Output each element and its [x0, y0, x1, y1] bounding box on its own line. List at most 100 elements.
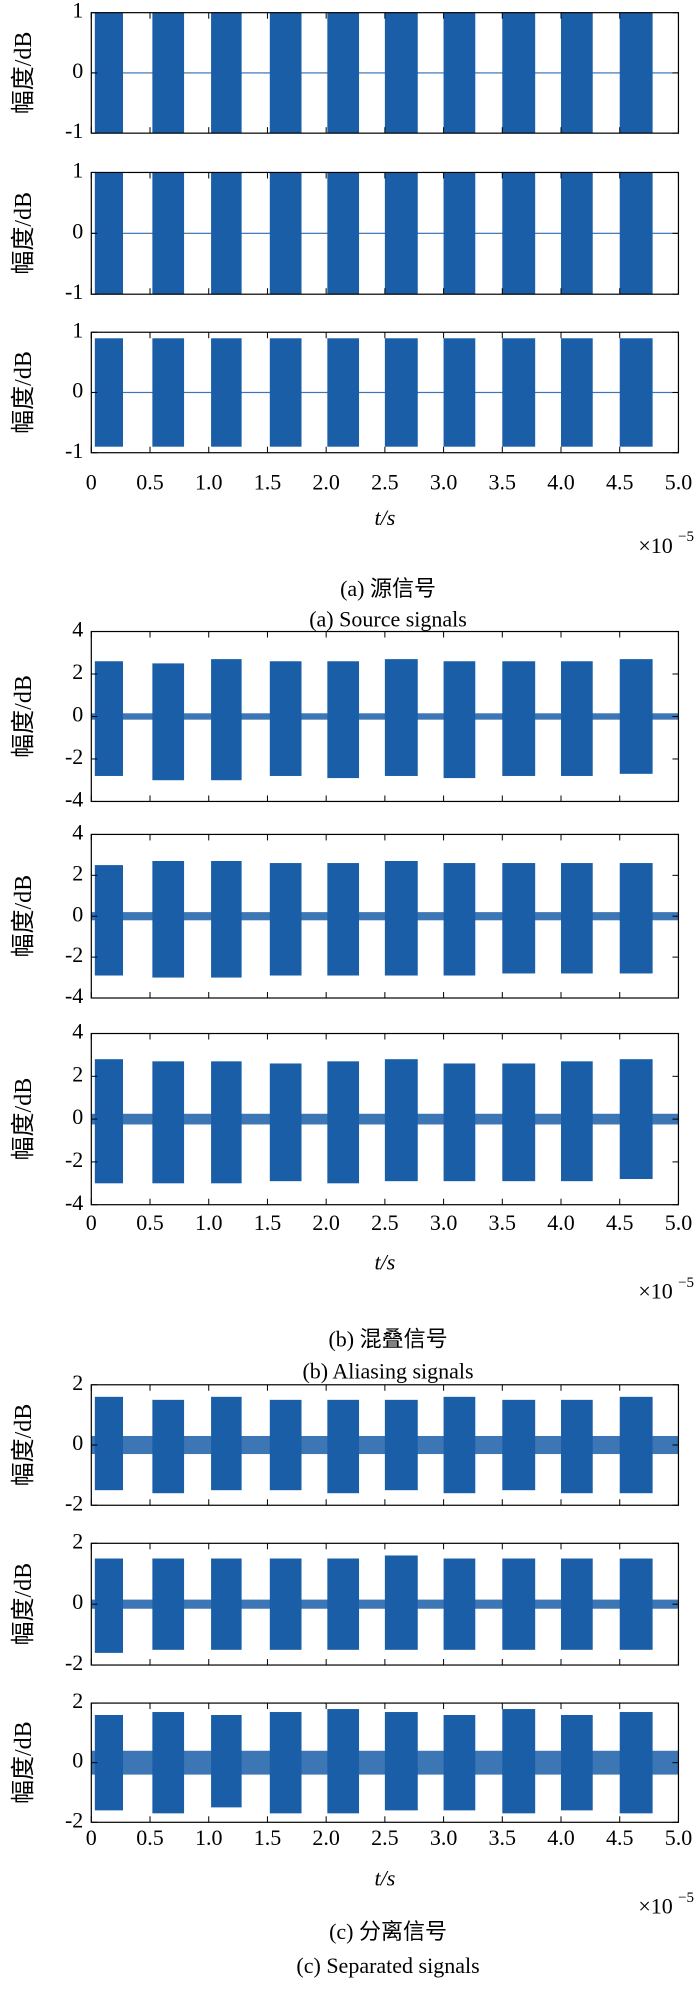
y-axis-label: 幅度/dB — [10, 192, 37, 275]
x-tick-label: 1.5 — [254, 1210, 282, 1235]
x-tick-label: 3.5 — [489, 1825, 517, 1850]
caption-en: (a) Source signals — [309, 606, 467, 631]
y-tick-label: 0 — [72, 58, 83, 83]
burst — [502, 12, 536, 134]
y-tick-label: -4 — [65, 1190, 83, 1215]
burst — [269, 661, 302, 776]
y-tick-label: 2 — [72, 659, 83, 684]
y-tick-label: -2 — [65, 942, 83, 967]
burst — [269, 1399, 302, 1491]
burst — [327, 661, 360, 779]
burst — [443, 1715, 476, 1811]
caption-cn: (c) 分离信号 — [329, 1919, 447, 1944]
x-tick-label: 3.0 — [430, 1825, 458, 1850]
x-tick-label: 0 — [86, 469, 97, 494]
y-axis-label: 幅度/dB — [10, 1078, 37, 1161]
burst — [619, 659, 653, 774]
y-axis-label: 幅度/dB — [10, 32, 37, 115]
y-tick-label: 0 — [72, 1589, 83, 1614]
burst — [502, 661, 536, 776]
burst — [502, 1063, 536, 1182]
x-tick-label: 4.5 — [606, 1825, 634, 1850]
burst — [384, 338, 418, 447]
burst — [94, 172, 124, 295]
burst — [211, 1396, 242, 1491]
x-tick-label: 2.0 — [312, 469, 340, 494]
burst — [619, 338, 653, 447]
y-tick-label: 4 — [72, 819, 83, 844]
burst — [269, 1712, 302, 1814]
x-tick-label: 4.5 — [606, 469, 634, 494]
y-tick-label: 4 — [72, 1019, 83, 1044]
y-tick-label: -2 — [65, 1147, 83, 1172]
burst — [443, 1558, 476, 1650]
burst — [619, 863, 653, 974]
burst — [502, 338, 536, 447]
burst — [211, 1558, 242, 1650]
y-tick-label: 0 — [72, 1430, 83, 1455]
x-tick-label: 1.0 — [195, 1210, 223, 1235]
burst — [269, 863, 302, 976]
burst — [94, 661, 124, 776]
burst — [384, 12, 418, 134]
burst — [327, 863, 360, 976]
burst — [384, 659, 418, 776]
burst — [94, 1558, 124, 1653]
burst — [211, 12, 242, 134]
x-tick-label: 0.5 — [136, 1210, 164, 1235]
burst — [384, 861, 418, 976]
y-tick-label: 2 — [72, 1370, 83, 1395]
burst — [561, 172, 593, 295]
burst — [152, 861, 185, 978]
burst — [384, 1555, 418, 1650]
burst — [94, 865, 124, 976]
x-tick-label: 0.5 — [136, 1825, 164, 1850]
x-multiplier: ×10 — [638, 1894, 672, 1919]
burst — [619, 1712, 653, 1814]
x-axis-label: t/s — [374, 1866, 395, 1891]
y-tick-label: -2 — [65, 1490, 83, 1515]
x-tick-label: 1.5 — [254, 469, 282, 494]
burst — [384, 172, 418, 295]
burst — [502, 1558, 536, 1650]
burst — [619, 172, 653, 295]
burst — [327, 338, 360, 447]
burst — [561, 1061, 593, 1182]
burst — [327, 1558, 360, 1650]
burst — [619, 12, 653, 134]
burst — [619, 1396, 653, 1494]
x-tick-label: 2.0 — [312, 1210, 340, 1235]
burst — [443, 1063, 476, 1182]
y-tick-label: -2 — [65, 1807, 83, 1832]
y-tick-label: -4 — [65, 786, 83, 811]
y-axis-label: 幅度/dB — [10, 351, 37, 434]
burst — [211, 861, 242, 978]
burst — [561, 863, 593, 974]
y-axis-label: 幅度/dB — [10, 1404, 37, 1487]
x-tick-label: 1.0 — [195, 1825, 223, 1850]
x-tick-label: 3.5 — [489, 469, 517, 494]
burst — [211, 338, 242, 447]
y-tick-label: 0 — [72, 1748, 83, 1773]
burst — [443, 863, 476, 976]
burst — [152, 1061, 185, 1184]
burst — [152, 338, 185, 447]
y-axis-label: 幅度/dB — [10, 875, 37, 958]
burst — [327, 1709, 360, 1814]
y-tick-label: 0 — [72, 218, 83, 243]
burst — [211, 659, 242, 781]
burst — [152, 1712, 185, 1814]
y-tick-label: -1 — [65, 118, 83, 143]
y-tick-label: -2 — [65, 1650, 83, 1675]
burst — [502, 1709, 536, 1814]
y-tick-label: 0 — [72, 1104, 83, 1129]
burst — [269, 12, 302, 134]
burst — [327, 12, 360, 134]
burst — [327, 1399, 360, 1494]
burst — [561, 338, 593, 447]
x-multiplier: ×10 — [638, 533, 672, 558]
y-tick-label: -2 — [65, 744, 83, 769]
x-axis-label: t/s — [374, 505, 395, 530]
y-tick-label: 4 — [72, 617, 83, 642]
x-tick-label: 1.0 — [195, 469, 223, 494]
